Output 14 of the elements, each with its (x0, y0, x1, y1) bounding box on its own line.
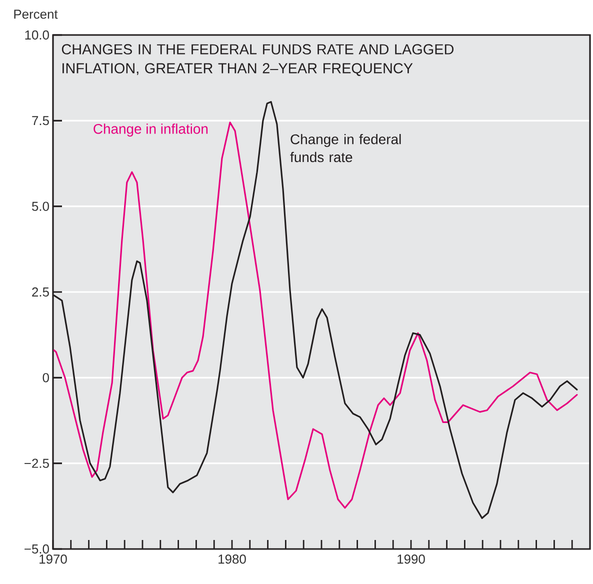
y-tick-label: 5.0 (32, 202, 49, 211)
text: CHANGES IN THE FEDERAL FUNDS RATE AND LAGGED INFLATION, GREATER THAN 2–YEAR FREQUENCY (62, 44, 454, 76)
x-tick-label: 1970 (40, 554, 67, 564)
y-tick-label: 7.5 (32, 116, 49, 126)
y-tick-label: −5.0 (24, 544, 49, 554)
y-tick-label: −2.5 (24, 458, 49, 468)
x-tick-label: 1980 (218, 554, 246, 564)
y-tick-label: 0 (42, 373, 49, 382)
y-axis-title: Percent (14, 10, 58, 19)
series-label: Change in federal funds rate (290, 134, 401, 162)
x-tick-label: 1990 (398, 554, 425, 564)
series-label: Change in inflation (94, 124, 208, 137)
y-tick-label: 2.5 (32, 287, 49, 297)
y-tick-label: 10.0 (25, 30, 49, 40)
